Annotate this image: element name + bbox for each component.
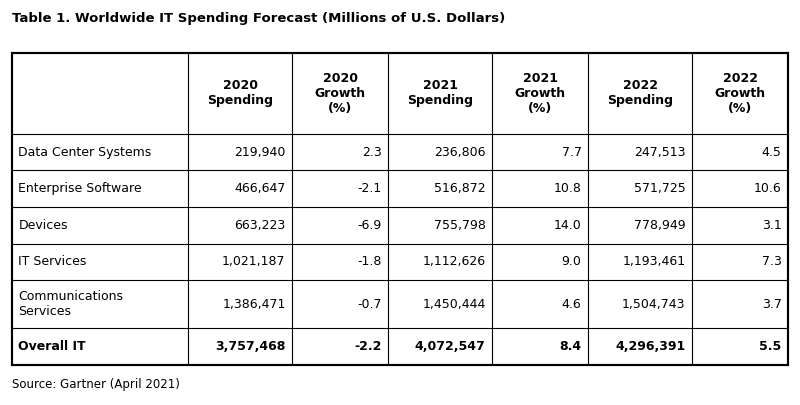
Text: 5.5: 5.5 [759, 340, 782, 353]
Text: -2.2: -2.2 [354, 340, 382, 353]
Text: -1.8: -1.8 [358, 255, 382, 268]
Text: 4.6: 4.6 [562, 298, 582, 311]
Text: 1,386,471: 1,386,471 [222, 298, 286, 311]
Text: 3.7: 3.7 [762, 298, 782, 311]
Text: 1,450,444: 1,450,444 [422, 298, 486, 311]
Text: Enterprise Software: Enterprise Software [18, 182, 142, 195]
Text: 778,949: 778,949 [634, 219, 686, 232]
Text: 4.5: 4.5 [762, 145, 782, 158]
Text: 466,647: 466,647 [234, 182, 286, 195]
Text: 1,021,187: 1,021,187 [222, 255, 286, 268]
Text: 755,798: 755,798 [434, 219, 486, 232]
Text: -2.1: -2.1 [358, 182, 382, 195]
Text: Communications
Services: Communications Services [18, 290, 123, 318]
Text: Devices: Devices [18, 219, 68, 232]
Text: 236,806: 236,806 [434, 145, 486, 158]
Text: 1,112,626: 1,112,626 [422, 255, 486, 268]
Text: 571,725: 571,725 [634, 182, 686, 195]
Text: 4,296,391: 4,296,391 [615, 340, 686, 353]
Text: Data Center Systems: Data Center Systems [18, 145, 152, 158]
Text: 2021
Spending: 2021 Spending [407, 79, 473, 107]
Text: 7.3: 7.3 [762, 255, 782, 268]
Text: 2021
Growth
(%): 2021 Growth (%) [514, 72, 566, 115]
Text: IT Services: IT Services [18, 255, 86, 268]
Text: 7.7: 7.7 [562, 145, 582, 158]
Text: Overall IT: Overall IT [18, 340, 86, 353]
Text: 4,072,547: 4,072,547 [415, 340, 486, 353]
Text: 1,504,743: 1,504,743 [622, 298, 686, 311]
Text: 10.8: 10.8 [554, 182, 582, 195]
Text: 14.0: 14.0 [554, 219, 582, 232]
Text: 219,940: 219,940 [234, 145, 286, 158]
Text: 1,193,461: 1,193,461 [622, 255, 686, 268]
Text: 516,872: 516,872 [434, 182, 486, 195]
Text: 9.0: 9.0 [562, 255, 582, 268]
Text: 663,223: 663,223 [234, 219, 286, 232]
Text: 2.3: 2.3 [362, 145, 382, 158]
Text: 3,757,468: 3,757,468 [215, 340, 286, 353]
Text: 2022
Spending: 2022 Spending [607, 79, 673, 107]
Text: 10.6: 10.6 [754, 182, 782, 195]
Text: 2020
Spending: 2020 Spending [207, 79, 273, 107]
Text: 3.1: 3.1 [762, 219, 782, 232]
Text: Table 1. Worldwide IT Spending Forecast (Millions of U.S. Dollars): Table 1. Worldwide IT Spending Forecast … [12, 12, 506, 25]
Text: 2020
Growth
(%): 2020 Growth (%) [314, 72, 366, 115]
Text: 247,513: 247,513 [634, 145, 686, 158]
Text: -0.7: -0.7 [357, 298, 382, 311]
Text: 8.4: 8.4 [559, 340, 582, 353]
Text: 2022
Growth
(%): 2022 Growth (%) [714, 72, 766, 115]
Text: -6.9: -6.9 [358, 219, 382, 232]
Text: Source: Gartner (April 2021): Source: Gartner (April 2021) [12, 378, 180, 391]
